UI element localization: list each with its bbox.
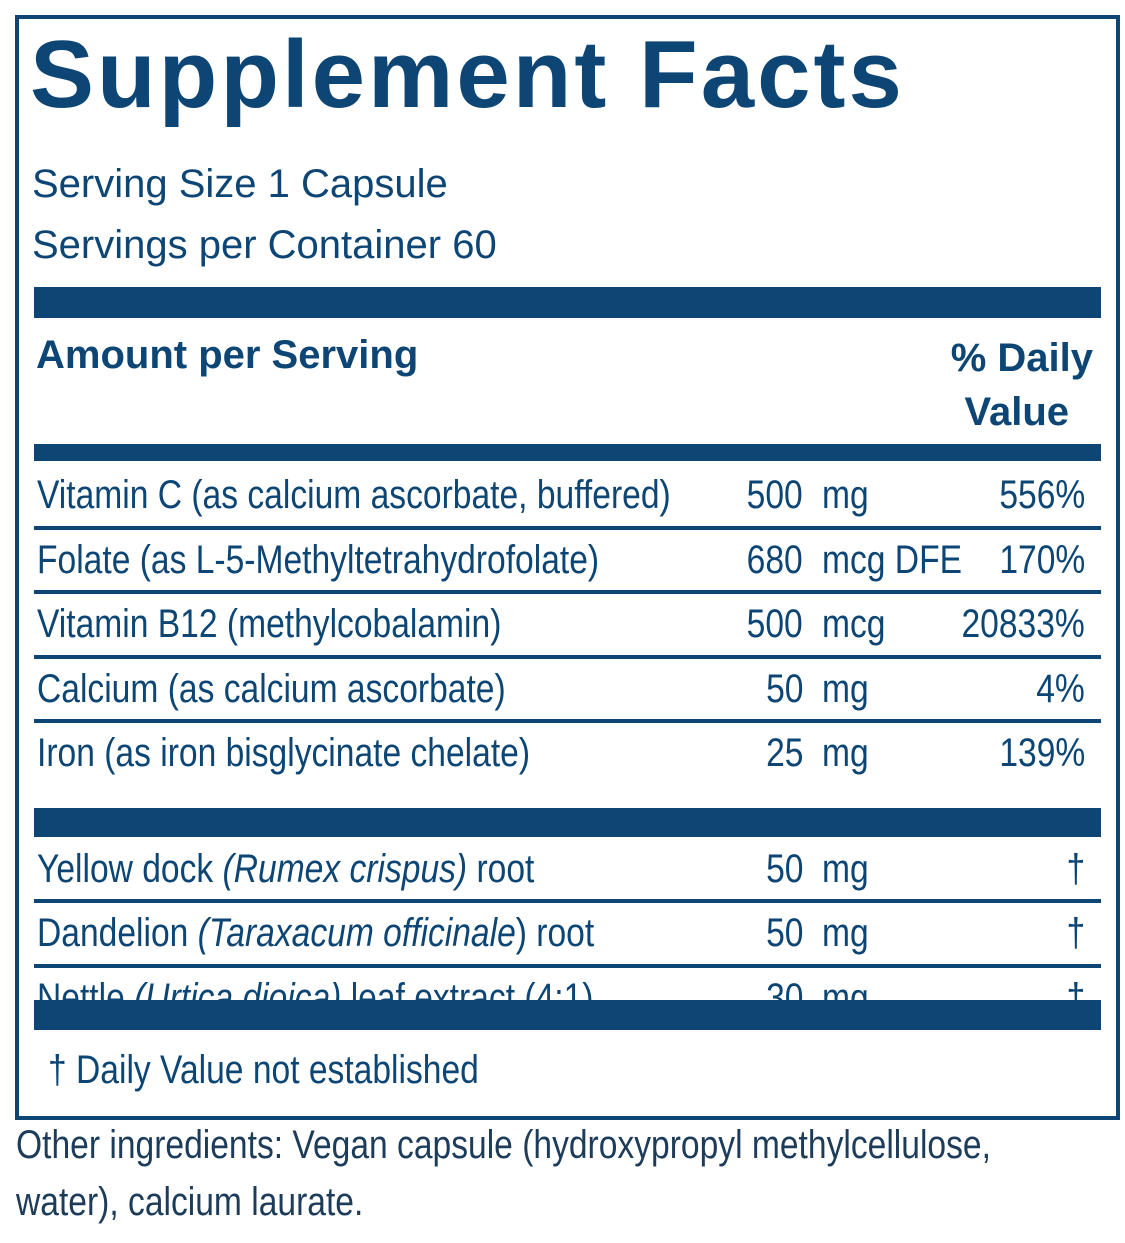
- nutrient-name: Iron (as iron bisglycinate chelate): [37, 733, 530, 773]
- thick-rule: [34, 287, 1101, 318]
- amount: 25: [765, 731, 803, 776]
- thick-rule: [34, 1000, 1101, 1030]
- amount: 50: [765, 666, 803, 711]
- daily-value: 556%: [999, 473, 1085, 518]
- daily-value: †: [1066, 911, 1085, 956]
- unit: mg: [822, 666, 869, 711]
- daily-value: †: [1066, 846, 1085, 891]
- footnote: † Daily Value not established: [48, 1048, 479, 1092]
- name-part: Vitamin C (as calcium ascorbate, buffere…: [37, 473, 671, 518]
- daily-value: 20833%: [961, 602, 1085, 647]
- nutrient-name: Vitamin B12 (methylcobalamin): [37, 604, 501, 644]
- serving-size: Serving Size 1 Capsule: [32, 162, 448, 206]
- amount: 50: [765, 911, 803, 956]
- row-rule: [34, 525, 1101, 530]
- amount-header: Amount per Serving: [36, 333, 419, 377]
- nutrient-name: Calcium (as calcium ascorbate): [37, 669, 506, 709]
- other-ingredients: Other ingredients: Vegan capsule (hydrox…: [16, 1123, 991, 1167]
- label-border: [15, 15, 1120, 1120]
- dv-header: % Daily: [950, 336, 1093, 380]
- row-rule: [34, 654, 1101, 659]
- thick-rule: [34, 444, 1101, 461]
- name-part: Calcium (as calcium ascorbate): [37, 666, 506, 711]
- amount: 500: [746, 602, 803, 647]
- amount: 680: [746, 537, 803, 582]
- row-rule: [34, 899, 1101, 903]
- row-rule: [34, 719, 1101, 723]
- row-rule: [34, 590, 1101, 594]
- unit: mcg DFE: [822, 537, 963, 582]
- nutrient-name: Yellow dock (Rumex crispus) root: [37, 849, 534, 889]
- servings-per-container: Servings per Container 60: [32, 223, 497, 267]
- daily-value: 139%: [999, 731, 1085, 776]
- name-part: (Taraxacum officinale: [197, 911, 516, 956]
- amount: 50: [765, 846, 803, 891]
- name-part: Folate (as L-5-Methyltetrahydrofolate): [37, 537, 600, 582]
- unit: mg: [822, 911, 869, 956]
- name-part: Iron (as iron bisglycinate chelate): [37, 731, 531, 776]
- unit: mg: [822, 731, 869, 776]
- amount: 500: [746, 473, 803, 518]
- other-ingredients: water), calcium laurate.: [16, 1180, 364, 1224]
- dv-header: Value: [964, 390, 1069, 434]
- name-part: (Rumex crispus): [222, 846, 468, 891]
- daily-value: 170%: [999, 537, 1085, 582]
- unit: mg: [822, 473, 869, 518]
- nutrient-name: Dandelion (Taraxacum officinale) root: [37, 913, 594, 953]
- name-part: ) root: [515, 911, 595, 956]
- thick-rule: [34, 807, 1101, 837]
- daily-value: 4%: [1036, 666, 1085, 711]
- nutrient-name: Vitamin C (as calcium ascorbate, buffere…: [37, 475, 671, 515]
- name-part: Yellow dock: [37, 846, 223, 891]
- name-part: Dandelion: [37, 911, 198, 956]
- nutrient-name: Folate (as L-5-Methyltetrahydrofolate): [37, 540, 599, 580]
- unit: mg: [822, 846, 869, 891]
- unit: mcg: [822, 602, 886, 647]
- name-part: Vitamin B12 (methylcobalamin): [37, 602, 502, 647]
- title: Supplement Facts: [30, 21, 905, 128]
- name-part: root: [467, 846, 535, 891]
- row-rule: [34, 963, 1101, 968]
